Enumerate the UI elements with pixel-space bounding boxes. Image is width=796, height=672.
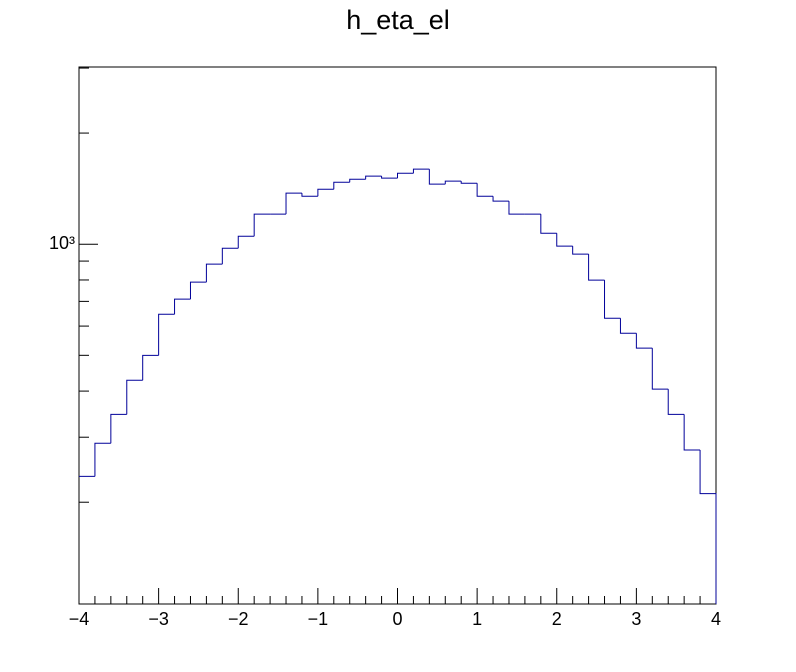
histogram-bin (476, 183, 494, 197)
x-tick-label: 2 (552, 609, 562, 629)
histogram-bin (317, 188, 334, 197)
histogram-bin (635, 333, 653, 349)
histogram-bin (667, 389, 685, 415)
histogram-bin (158, 313, 175, 356)
histogram-bin (619, 318, 637, 334)
histogram-bin (699, 450, 717, 604)
histogram-bin (428, 169, 446, 185)
histogram-bin (683, 414, 701, 451)
histogram-bin (285, 192, 302, 215)
histogram-bin (365, 175, 382, 180)
histogram-bin (651, 348, 669, 390)
histogram-bin (572, 246, 589, 255)
histogram-bin (301, 193, 318, 197)
x-tick-label: 0 (392, 609, 402, 629)
histogram-bin (444, 180, 462, 185)
x-tick-label: −4 (69, 609, 90, 629)
histogram-bin (237, 235, 255, 249)
histogram-bin (94, 442, 111, 477)
histogram-bin (142, 354, 159, 381)
histogram-bin (205, 263, 223, 283)
histogram-bin (412, 168, 430, 174)
x-tick-label: −3 (148, 609, 169, 629)
histogram-bin (221, 247, 239, 265)
chart-title: h_eta_el (346, 5, 450, 35)
x-tick-label: 1 (472, 609, 482, 629)
x-tick-label: 3 (631, 609, 641, 629)
x-tick-label: 4 (711, 609, 721, 629)
histogram-bin (397, 172, 414, 179)
histogram-bin (174, 298, 191, 315)
histogram-bin (508, 201, 525, 215)
x-tick-label: −2 (228, 609, 249, 629)
y-tick-label: 10³ (49, 233, 75, 253)
histogram-bin (540, 214, 557, 234)
histogram-bin (492, 196, 509, 202)
histogram-bin (588, 254, 605, 281)
histogram-bin (349, 178, 366, 183)
histogram-bin (381, 176, 398, 179)
histogram-bin (110, 413, 127, 444)
histogram-bin (556, 233, 573, 247)
histogram-bin (126, 379, 143, 415)
histogram-bin (460, 181, 478, 184)
histogram-bin (253, 213, 271, 237)
histogram-bin (189, 281, 207, 300)
histogram-bin (333, 181, 350, 190)
x-tick-label: −1 (308, 609, 329, 629)
histogram-bin (604, 280, 621, 319)
